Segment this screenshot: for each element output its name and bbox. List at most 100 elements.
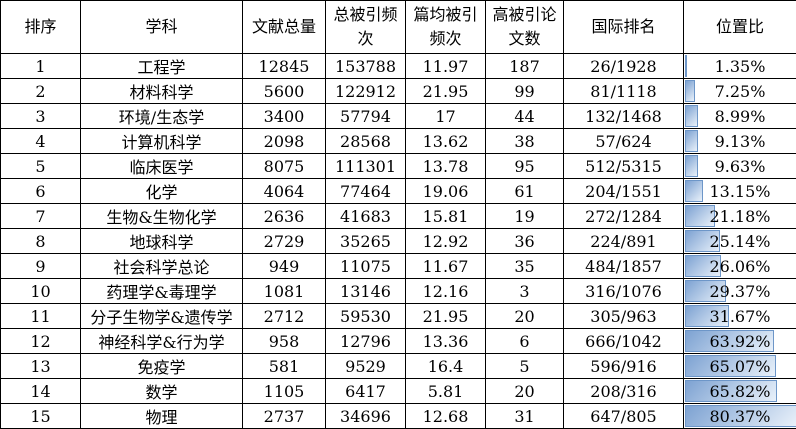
cell-cites: 122912 bbox=[326, 79, 406, 104]
cell-position_ratio: 26.06% bbox=[684, 254, 796, 279]
cell-docs: 2098 bbox=[243, 129, 326, 154]
cell-rank: 15 bbox=[1, 404, 81, 429]
column-header-rank: 排序 bbox=[1, 1, 81, 54]
cell-top_papers: 3 bbox=[486, 279, 564, 304]
cell-cites: 59530 bbox=[326, 304, 406, 329]
cell-avg_cites: 13.62 bbox=[406, 129, 486, 154]
cell-top_papers: 38 bbox=[486, 129, 564, 154]
cell-world_rank: 208/316 bbox=[564, 379, 684, 404]
cell-subject: 社会科学总论 bbox=[81, 254, 243, 279]
cell-subject: 数学 bbox=[81, 379, 243, 404]
column-header-world_rank: 国际排名 bbox=[564, 1, 684, 54]
position-ratio-value: 29.37% bbox=[709, 282, 770, 301]
cell-docs: 958 bbox=[243, 329, 326, 354]
cell-cites: 12796 bbox=[326, 329, 406, 354]
cell-docs: 4064 bbox=[243, 179, 326, 204]
position-ratio-value: 7.25% bbox=[715, 82, 766, 101]
cell-subject: 生物&生物化学 bbox=[81, 204, 243, 229]
cell-cites: 13146 bbox=[326, 279, 406, 304]
cell-docs: 581 bbox=[243, 354, 326, 379]
cell-avg_cites: 21.95 bbox=[406, 79, 486, 104]
position-ratio-value: 31.67% bbox=[709, 307, 770, 326]
position-ratio-value: 26.06% bbox=[709, 257, 770, 276]
cell-position_ratio: 31.67% bbox=[684, 304, 796, 329]
cell-top_papers: 36 bbox=[486, 229, 564, 254]
position-ratio-value: 21.18% bbox=[709, 207, 770, 226]
cell-subject: 分子生物学&遗传学 bbox=[81, 304, 243, 329]
position-ratio-bar bbox=[685, 180, 703, 202]
cell-top_papers: 6 bbox=[486, 329, 564, 354]
cell-position_ratio: 13.15% bbox=[684, 179, 796, 204]
cell-docs: 2729 bbox=[243, 229, 326, 254]
cell-rank: 6 bbox=[1, 179, 81, 204]
cell-cites: 35265 bbox=[326, 229, 406, 254]
cell-position_ratio: 9.63% bbox=[684, 154, 796, 179]
cell-subject: 药理学&毒理学 bbox=[81, 279, 243, 304]
cell-cites: 11075 bbox=[326, 254, 406, 279]
position-ratio-value: 25.14% bbox=[709, 232, 770, 251]
cell-avg_cites: 11.97 bbox=[406, 54, 486, 79]
cell-rank: 13 bbox=[1, 354, 81, 379]
cell-top_papers: 35 bbox=[486, 254, 564, 279]
cell-position_ratio: 29.37% bbox=[684, 279, 796, 304]
cell-rank: 2 bbox=[1, 79, 81, 104]
column-header-docs: 文献总量 bbox=[243, 1, 326, 54]
cell-world_rank: 57/624 bbox=[564, 129, 684, 154]
cell-world_rank: 81/1118 bbox=[564, 79, 684, 104]
cell-subject: 化学 bbox=[81, 179, 243, 204]
cell-subject: 计算机科学 bbox=[81, 129, 243, 154]
cell-subject: 环境/生态学 bbox=[81, 104, 243, 129]
cell-top_papers: 44 bbox=[486, 104, 564, 129]
cell-position_ratio: 80.37% bbox=[684, 404, 796, 429]
cell-top_papers: 99 bbox=[486, 79, 564, 104]
cell-rank: 4 bbox=[1, 129, 81, 154]
cell-docs: 949 bbox=[243, 254, 326, 279]
cell-top_papers: 20 bbox=[486, 304, 564, 329]
position-ratio-value: 80.37% bbox=[709, 407, 770, 426]
cell-cites: 28568 bbox=[326, 129, 406, 154]
position-ratio-value: 13.15% bbox=[709, 182, 770, 201]
cell-world_rank: 26/1928 bbox=[564, 54, 684, 79]
cell-docs: 2712 bbox=[243, 304, 326, 329]
cell-avg_cites: 15.81 bbox=[406, 204, 486, 229]
cell-avg_cites: 5.81 bbox=[406, 379, 486, 404]
cell-docs: 8075 bbox=[243, 154, 326, 179]
cell-position_ratio: 9.13% bbox=[684, 129, 796, 154]
cell-cites: 153788 bbox=[326, 54, 406, 79]
cell-docs: 12845 bbox=[243, 54, 326, 79]
cell-world_rank: 647/805 bbox=[564, 404, 684, 429]
position-ratio-bar bbox=[685, 55, 687, 77]
cell-avg_cites: 16.4 bbox=[406, 354, 486, 379]
position-ratio-value: 65.07% bbox=[709, 357, 770, 376]
cell-world_rank: 512/5315 bbox=[564, 154, 684, 179]
cell-rank: 9 bbox=[1, 254, 81, 279]
cell-rank: 7 bbox=[1, 204, 81, 229]
cell-rank: 8 bbox=[1, 229, 81, 254]
cell-avg_cites: 11.67 bbox=[406, 254, 486, 279]
cell-subject: 材料科学 bbox=[81, 79, 243, 104]
cell-position_ratio: 65.82% bbox=[684, 379, 796, 404]
cell-subject: 地球科学 bbox=[81, 229, 243, 254]
cell-world_rank: 132/1468 bbox=[564, 104, 684, 129]
cell-position_ratio: 8.99% bbox=[684, 104, 796, 129]
cell-position_ratio: 21.18% bbox=[684, 204, 796, 229]
position-ratio-bar bbox=[685, 155, 698, 177]
cell-rank: 3 bbox=[1, 104, 81, 129]
cell-rank: 12 bbox=[1, 329, 81, 354]
cell-cites: 77464 bbox=[326, 179, 406, 204]
cell-world_rank: 596/916 bbox=[564, 354, 684, 379]
position-ratio-bar bbox=[685, 105, 698, 127]
cell-top_papers: 187 bbox=[486, 54, 564, 79]
cell-position_ratio: 25.14% bbox=[684, 229, 796, 254]
